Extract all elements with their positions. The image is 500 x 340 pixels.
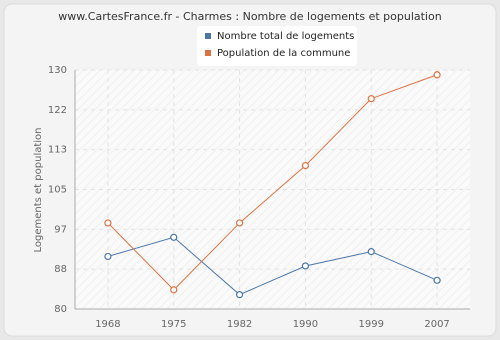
x-tick-label: 1982 — [227, 319, 252, 330]
y-tick-label: 88 — [54, 264, 67, 275]
point — [170, 233, 178, 241]
point — [367, 248, 375, 256]
point — [104, 219, 112, 227]
legend-label: Population de la commune — [217, 48, 350, 59]
y-tick-label: 113 — [48, 145, 67, 156]
legend-label: Nombre total de logements — [217, 31, 354, 42]
point — [367, 95, 375, 103]
y-axis-label: Logements et population — [33, 127, 44, 252]
series-line — [107, 236, 438, 296]
x-tick-label: 1999 — [359, 319, 384, 330]
point — [170, 286, 178, 294]
x-tick-label: 1990 — [293, 319, 318, 330]
legend — [197, 26, 357, 66]
point — [301, 262, 310, 270]
y-tick-label: 105 — [48, 185, 67, 196]
y-tick-label: 97 — [54, 224, 67, 235]
x-tick-label: 2007 — [424, 319, 449, 330]
legend-swatch — [205, 50, 211, 56]
y-tick-label: 130 — [48, 65, 67, 76]
point — [301, 162, 310, 170]
point — [235, 291, 244, 299]
point — [433, 71, 441, 79]
x-tick-label: 1975 — [161, 319, 186, 330]
y-tick-label: 80 — [54, 304, 67, 315]
x-tick-label: 1968 — [95, 319, 120, 330]
point — [104, 252, 112, 261]
chart-title: www.CartesFrance.fr - Charmes : Nombre d… — [58, 10, 441, 23]
legend-swatch — [205, 33, 211, 39]
series-line — [107, 74, 438, 291]
point — [235, 219, 244, 227]
y-tick-label: 122 — [48, 105, 67, 116]
point — [433, 276, 441, 284]
